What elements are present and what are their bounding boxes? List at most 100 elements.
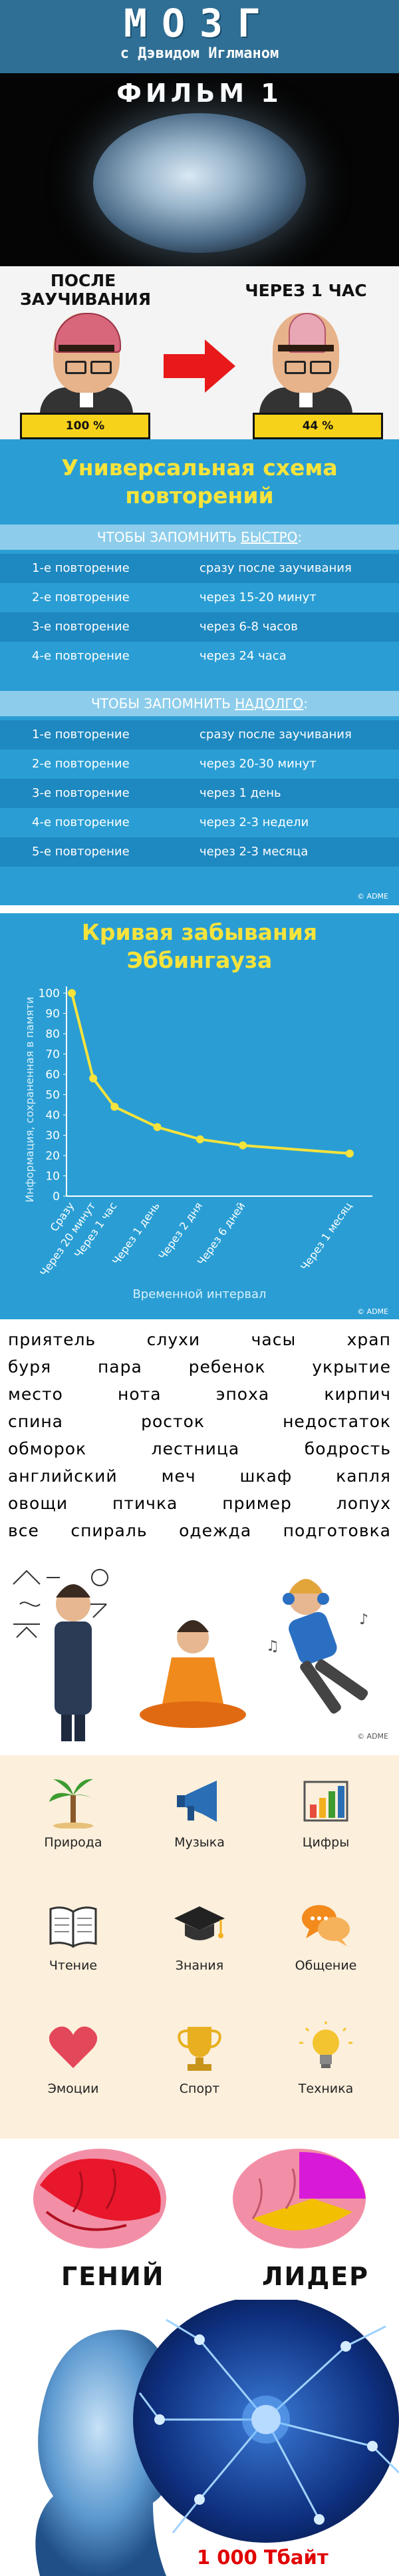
y-tick-label: 20 <box>45 1150 60 1163</box>
heart-icon <box>47 2022 100 2075</box>
megaphone-icon <box>173 1775 226 1828</box>
long-band-prefix: ЧТОБЫ ЗАПОМНИТЬ <box>90 696 235 712</box>
word: буря <box>8 1357 52 1377</box>
word: меч <box>161 1466 196 1486</box>
neuron-network-image <box>133 2300 399 2543</box>
lightbulb-icon <box>299 2022 352 2075</box>
data-point <box>68 989 76 997</box>
repetition-number: 2-е повторение <box>32 590 130 604</box>
palm-tree-icon <box>47 1775 100 1829</box>
repetition-number: 5-е повторение <box>32 845 130 859</box>
interest-label: Чтение <box>49 1958 98 1973</box>
word: капля <box>336 1466 391 1486</box>
data-point <box>153 1123 162 1132</box>
word: обморок <box>8 1439 87 1458</box>
interest-item: Природа <box>13 1769 133 1868</box>
speech-bubbles-icon <box>299 1898 352 1952</box>
header-subtitle: с Дэвидом Иглманом <box>120 45 279 62</box>
word: все <box>8 1521 39 1540</box>
word: укрытие <box>312 1357 391 1377</box>
data-point <box>196 1135 204 1144</box>
interest-item: Музыка <box>140 1769 259 1868</box>
head-and-neurons-art <box>35 2300 399 2576</box>
after-label-line2: ЗАУЧИВАНИЯ <box>20 290 152 309</box>
graduation-cap-icon <box>173 1898 226 1952</box>
word: слухи <box>146 1330 201 1349</box>
curve-title: Кривая забывания Эббингауза <box>0 919 399 974</box>
x-axis-title: Временной интервал <box>132 1287 266 1301</box>
word: нота <box>118 1385 162 1404</box>
schedule-row: 1-е повторение сразу после заучивания <box>0 554 399 583</box>
y-tick-label: 40 <box>45 1109 60 1122</box>
interests-grid: Природа Музыка Цифры Чтение Знания Общение Эмо… <box>0 1755 399 2139</box>
forgetting-curve-line <box>70 992 350 1155</box>
memory-comparison-panel: ПОСЛЕ ЗАУЧИВАНИЯ ЧЕРЕЗ 1 ЧАС 100 % ИНФОР… <box>0 266 399 439</box>
svg-text:♪: ♪ <box>359 1611 368 1628</box>
repetition-timing: через 24 часа <box>200 649 287 663</box>
learning-styles-illustration: ♪ ♫ © ADME <box>0 1558 399 1751</box>
book-icon <box>47 1898 100 1952</box>
interest-item: Чтение <box>13 1892 133 1992</box>
word: овощи <box>8 1494 68 1513</box>
interest-label: Эмоции <box>47 2081 99 2096</box>
repetition-number: 2-е повторение <box>32 757 130 771</box>
word: ребенок <box>188 1357 266 1377</box>
repetition-timing: сразу после заучивания <box>200 561 352 575</box>
long-memorize-band: ЧТОБЫ ЗАПОМНИТЬ НАДОЛГО: <box>0 691 399 716</box>
word: место <box>8 1385 63 1404</box>
interest-item: Техника <box>266 2015 386 2115</box>
word: лопух <box>336 1494 391 1513</box>
word: часы <box>251 1330 297 1349</box>
word: спираль <box>70 1521 148 1540</box>
data-point <box>89 1074 98 1083</box>
schedule-title-line2: повторений <box>125 483 274 509</box>
schedule-row: 5-е повторение через 2-3 месяца <box>0 837 399 867</box>
y-tick-label: 30 <box>45 1130 60 1143</box>
interest-item: Общение <box>266 1892 386 1992</box>
word: птичка <box>112 1494 178 1513</box>
repetition-number: 3-е повторение <box>32 786 130 800</box>
memory-capacity-label: 1 000 Тбайт <box>193 2546 332 2569</box>
repetition-timing: через 2-3 месяца <box>200 845 309 859</box>
repetition-timing: через 6-8 часов <box>200 620 298 634</box>
person-after-face <box>259 313 352 414</box>
schedule-row: 4-е повторение через 2-3 недели <box>0 808 399 837</box>
interest-label: Спорт <box>179 2081 220 2096</box>
fast-band-suffix: : <box>297 529 303 545</box>
illustration-art: ♪ ♫ <box>13 1569 368 1741</box>
repetition-number: 4-е повторение <box>32 649 130 663</box>
word-list-section: приятель слухи часы храп буря пара ребенок укры… <box>0 1325 399 1558</box>
word: приятель <box>8 1330 96 1349</box>
repetition-number: 4-е повторение <box>32 815 130 829</box>
brain-pair-art <box>33 2149 366 2249</box>
word: шкаф <box>239 1466 293 1486</box>
word: пример <box>222 1494 292 1513</box>
x-tick-label: Через 1 месяц <box>298 1199 354 1273</box>
thinking-man-figure <box>55 1584 92 1741</box>
badge-partial-information: 44 % ИНФОРМАЦИИ <box>253 413 383 439</box>
after-memorizing-label: ПОСЛЕ ЗАУЧИВАНИЯ <box>20 272 152 309</box>
y-tick-label: 50 <box>45 1089 60 1102</box>
y-tick-label: 70 <box>45 1048 60 1062</box>
x-tick-label: Через 1 день <box>110 1199 162 1267</box>
leader-label: ЛИДЕР <box>262 2262 370 2291</box>
word: лестница <box>151 1439 240 1458</box>
curve-title-line2: Эббингауза <box>126 947 273 973</box>
repetition-timing: через 2-3 недели <box>200 815 309 829</box>
repetition-timing: через 20-30 минут <box>200 757 317 771</box>
trophy-icon <box>173 2022 226 2075</box>
word-line: приятель слухи часы храп <box>8 1330 391 1349</box>
header-title: МОЗГ <box>124 1 275 46</box>
word: пара <box>97 1357 142 1377</box>
y-tick-label: 90 <box>45 1008 60 1021</box>
repetition-timing: сразу после заучивания <box>200 728 352 742</box>
long-band-keyword: НАДОЛГО <box>235 696 304 712</box>
schedule-watermark: © ADME <box>357 892 388 901</box>
genius-brain-image <box>33 2149 166 2249</box>
forgetting-curve-section: Кривая забывания Эббингауза 0 10 20 30 40 50 6… <box>0 913 399 1319</box>
interest-item: Цифры <box>266 1769 386 1868</box>
word-line: овощи птичка пример лопух <box>8 1494 391 1513</box>
y-axis-title: Информация, сохраненная в памяти <box>23 997 36 1203</box>
interest-label: Общение <box>295 1958 357 1973</box>
